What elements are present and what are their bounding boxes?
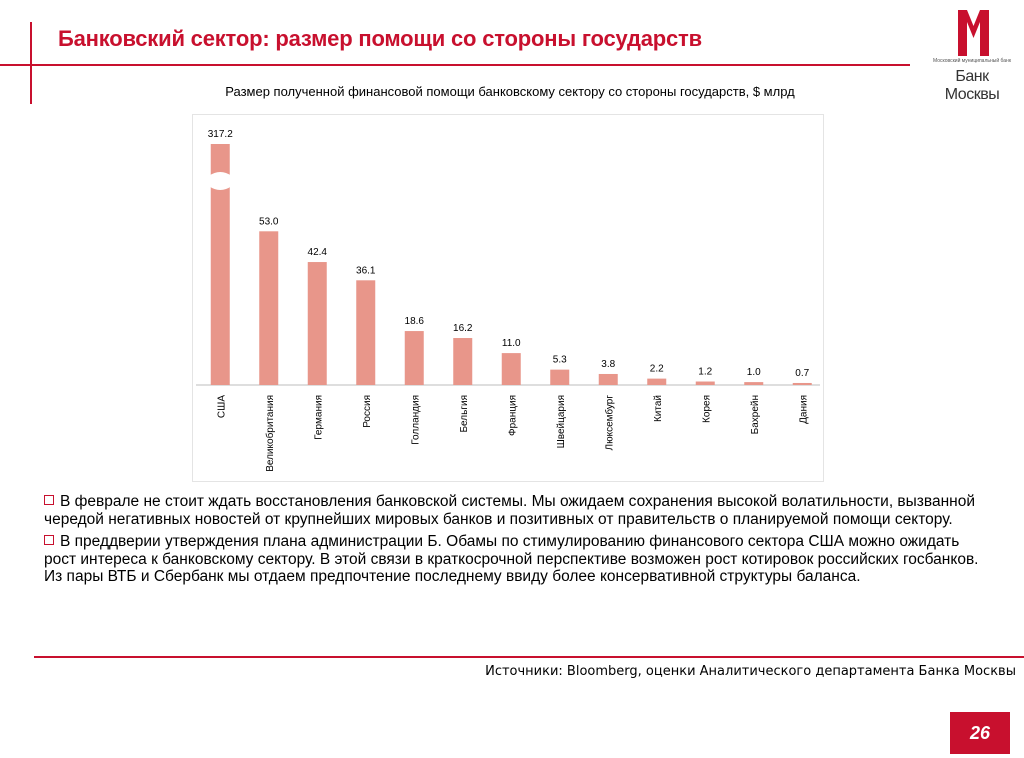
- logo-name: Банк Москвы: [944, 68, 1000, 103]
- bar: [647, 378, 667, 385]
- data-label: 317.2: [208, 129, 233, 140]
- category-label: Люксембург: [603, 395, 615, 451]
- category-label: США: [216, 395, 227, 418]
- bar-chart: 317.2 США 53.0 Великобритания 42.4 Германия 36…: [196, 129, 820, 472]
- category-label: Бельгия: [459, 395, 470, 433]
- page-number: 26: [950, 712, 1010, 754]
- bullet-text: В феврале не стоит ждать восстановления …: [44, 493, 975, 528]
- data-label: 16.2: [453, 323, 473, 334]
- bar: [453, 338, 473, 385]
- title-accent-horizontal-line: [0, 64, 910, 66]
- bullet-paragraph: В преддверии утверждения плана администр…: [44, 533, 994, 586]
- square-bullet-icon: [44, 495, 54, 505]
- bar: [598, 373, 618, 385]
- bar: [695, 381, 715, 385]
- bar: [404, 331, 424, 385]
- data-label: 11.0: [502, 338, 521, 349]
- bullet-text: В преддверии утверждения плана администр…: [44, 533, 979, 585]
- bar: [744, 382, 764, 385]
- data-label: 18.6: [405, 316, 425, 327]
- category-label: Голландия: [410, 395, 421, 445]
- logo-tagline: Московский муниципальный банк: [932, 58, 1012, 64]
- slide-title: Банковский сектор: размер помощи со стор…: [58, 26, 702, 51]
- data-label: 2.2: [650, 364, 664, 375]
- bar: [792, 382, 812, 385]
- category-label: Россия: [362, 395, 373, 428]
- source-note: Источники: Bloomberg, оценки Аналитическ…: [485, 664, 1016, 679]
- bar: [550, 369, 570, 385]
- data-label: 5.3: [553, 355, 567, 366]
- category-label: Бахрейн: [750, 395, 761, 434]
- data-label: 1.2: [698, 367, 712, 378]
- bar: [259, 231, 279, 385]
- footer-divider: [34, 656, 1024, 658]
- data-label: 42.4: [308, 247, 328, 258]
- title-accent-vertical-line: [30, 22, 32, 104]
- bank-logo-icon: [958, 10, 989, 56]
- bar: [210, 144, 230, 385]
- bar: [307, 262, 327, 385]
- bar: [356, 280, 376, 385]
- data-label: 36.1: [356, 265, 376, 276]
- data-label: 0.7: [795, 368, 809, 379]
- chart-title: Размер полученной финансовой помощи банк…: [225, 84, 795, 99]
- category-label: Великобритания: [264, 395, 276, 472]
- category-label: Германия: [313, 395, 324, 440]
- data-label: 53.0: [259, 216, 279, 227]
- data-label: 1.0: [747, 367, 761, 378]
- bar: [501, 353, 521, 385]
- data-label: 3.8: [601, 359, 615, 370]
- category-label: Корея: [701, 395, 712, 423]
- commentary: В феврале не стоит ждать восстановления …: [44, 493, 994, 591]
- category-label: Швейцария: [556, 395, 567, 448]
- chart-frame: [192, 114, 824, 482]
- category-label: Китай: [653, 395, 664, 422]
- category-label: Франция: [507, 395, 518, 436]
- square-bullet-icon: [44, 535, 54, 545]
- bullet-paragraph: В феврале не стоит ждать восстановления …: [44, 493, 994, 528]
- axis-break-mark: [208, 172, 232, 190]
- category-label: Дания: [798, 395, 809, 424]
